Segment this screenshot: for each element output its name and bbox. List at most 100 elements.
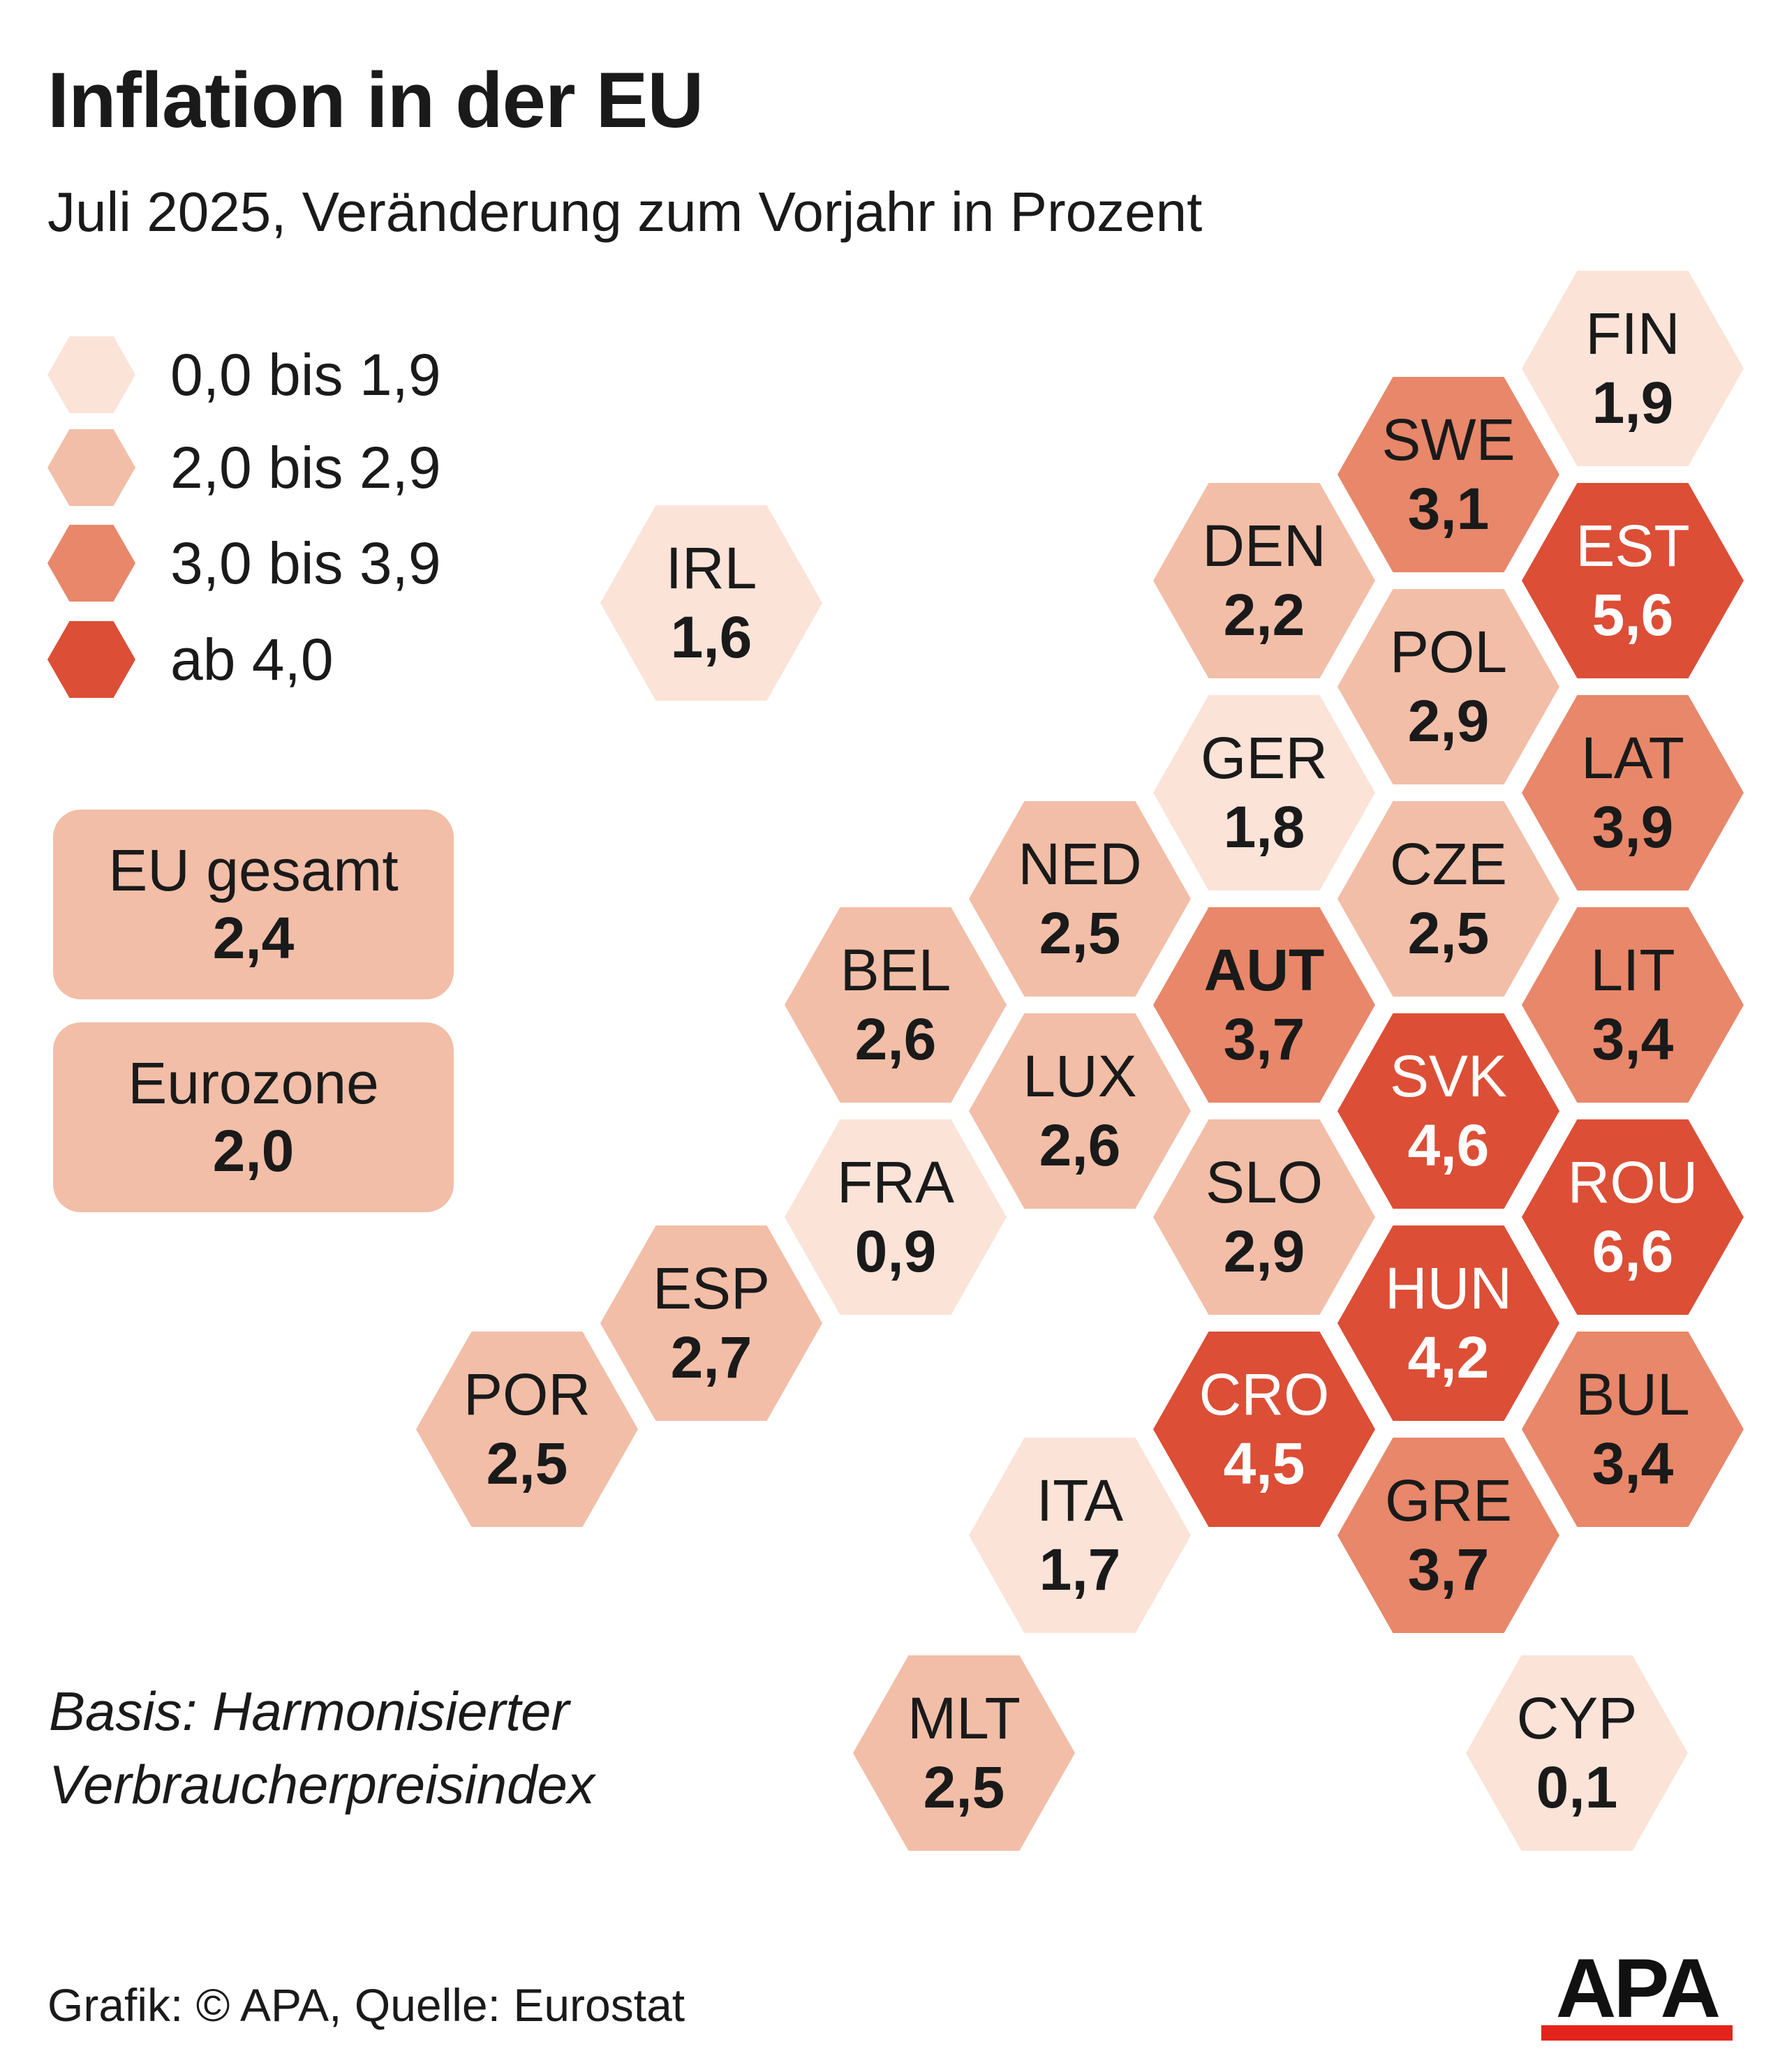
- legend-label-mid-high: 3,0 bis 3,9: [170, 530, 441, 596]
- hex-code: POL: [1389, 618, 1508, 685]
- hex-value: 3,7: [1223, 1006, 1305, 1072]
- map-title: Inflation in der EU: [47, 57, 704, 144]
- hex-fra: FRA 0,9: [785, 1119, 1007, 1315]
- hex-value: 2,9: [1223, 1218, 1305, 1284]
- hex-code: LIT: [1590, 937, 1675, 1003]
- hex-value: 2,7: [670, 1325, 752, 1390]
- hex-code: CZE: [1390, 830, 1507, 897]
- hex-lit: LIT 3,4: [1522, 907, 1744, 1103]
- hex-value: 4,5: [1223, 1431, 1305, 1496]
- hex-value: 2,2: [1223, 582, 1305, 648]
- hex-code: CYP: [1516, 1685, 1638, 1751]
- hex-code: NED: [1018, 830, 1142, 897]
- legend-label-low: 0,0 bis 1,9: [170, 342, 441, 408]
- apa-logo-text: APA: [1556, 1947, 1719, 2035]
- hex-bul: BUL 3,4: [1522, 1332, 1744, 1527]
- hex-ger: GER 1,8: [1153, 695, 1375, 890]
- hex-code: BUL: [1575, 1361, 1690, 1427]
- hex-code: SVK: [1389, 1043, 1508, 1109]
- legend-item-mid-low: 2,0 bis 2,9: [47, 429, 441, 506]
- source-credit: Grafik: © APA, Quelle: Eurostat: [47, 1979, 685, 2031]
- hex-value: 2,6: [1039, 1112, 1121, 1178]
- hex-code: ROU: [1567, 1149, 1698, 1215]
- hex-value: 1,9: [1592, 370, 1674, 435]
- hex-value: 3,7: [1407, 1537, 1490, 1602]
- hex-code: ITA: [1036, 1467, 1124, 1533]
- eu-total-label: EU gesamt: [108, 837, 399, 904]
- legend-label-mid-low: 2,0 bis 2,9: [170, 435, 441, 500]
- hex-code: ESP: [652, 1255, 771, 1321]
- legend-swatch-mid-high: [47, 525, 135, 602]
- hex-value: 2,6: [854, 1006, 937, 1072]
- hex-code: LUX: [1023, 1043, 1137, 1109]
- hex-code: MLT: [907, 1685, 1021, 1751]
- eurozone-box: Eurozone 2,0: [53, 1022, 454, 1212]
- hex-value: 4,2: [1407, 1325, 1490, 1390]
- hex-value: 2,5: [923, 1754, 1005, 1820]
- basis-note-line2: Verbraucherpreisindex: [49, 1753, 595, 1815]
- legend-swatch-high: [47, 621, 135, 698]
- hex-irl: IRL 1,6: [600, 505, 822, 701]
- hex-code: BEL: [840, 937, 951, 1003]
- eurozone-value: 2,0: [212, 1118, 295, 1184]
- hex-value: 2,5: [486, 1431, 568, 1496]
- hex-value: 3,4: [1592, 1006, 1674, 1072]
- hex-code: HUN: [1385, 1255, 1512, 1321]
- hex-code: LAT: [1581, 724, 1684, 791]
- hex-cze: CZE 2,5: [1337, 801, 1559, 997]
- apa-logo-bar: [1541, 2025, 1733, 2041]
- hex-code: EST: [1575, 512, 1690, 579]
- legend-item-mid-high: 3,0 bis 3,9: [47, 525, 441, 602]
- basis-note: Basis: Harmonisierter Verbraucherpreisin…: [49, 1675, 595, 1821]
- hex-swe: SWE 3,1: [1337, 377, 1559, 572]
- hex-code: FIN: [1585, 300, 1680, 366]
- hex-value: 6,6: [1592, 1218, 1674, 1284]
- hex-hun: HUN 4,2: [1337, 1225, 1559, 1421]
- hex-ita: ITA 1,7: [969, 1438, 1191, 1633]
- hex-aut: AUT 3,7: [1153, 907, 1375, 1103]
- eurozone-label: Eurozone: [128, 1050, 379, 1117]
- hex-value: 2,9: [1407, 688, 1490, 754]
- hex-lux: LUX 2,6: [969, 1013, 1191, 1209]
- hex-code: SWE: [1381, 406, 1515, 472]
- hex-value: 0,1: [1536, 1754, 1618, 1820]
- hex-bel: BEL 2,6: [785, 907, 1007, 1103]
- hex-den: DEN 2,2: [1153, 483, 1375, 678]
- hex-est: EST 5,6: [1522, 483, 1744, 678]
- apa-logo: APA: [1541, 1947, 1733, 2041]
- hex-mlt: MLT 2,5: [853, 1655, 1075, 1851]
- hex-value: 3,9: [1592, 794, 1674, 860]
- map-subtitle: Juli 2025, Veränderung zum Vorjahr in Pr…: [47, 181, 1203, 243]
- hex-value: 1,7: [1039, 1537, 1121, 1602]
- basis-note-line1: Basis: Harmonisierter: [49, 1680, 570, 1742]
- hex-value: 3,1: [1407, 476, 1490, 542]
- hex-value: 2,5: [1039, 900, 1121, 966]
- hex-value: 2,5: [1407, 900, 1490, 966]
- eu-total-box: EU gesamt 2,4: [53, 810, 454, 999]
- eu-total-value: 2,4: [212, 905, 295, 971]
- hex-cro: CRO 4,5: [1153, 1332, 1375, 1527]
- hex-fin: FIN 1,9: [1522, 271, 1744, 466]
- hex-ned: NED 2,5: [969, 801, 1191, 997]
- hex-slo: SLO 2,9: [1153, 1119, 1375, 1315]
- hex-code: CRO: [1199, 1361, 1330, 1427]
- hex-svk: SVK 4,6: [1337, 1013, 1559, 1209]
- hex-por: POR 2,5: [416, 1332, 638, 1527]
- hex-code: IRL: [665, 535, 757, 601]
- hex-lat: LAT 3,9: [1522, 695, 1744, 890]
- hex-code: GRE: [1384, 1467, 1513, 1533]
- hex-pol: POL 2,9: [1337, 589, 1559, 784]
- hex-value: 0,9: [854, 1218, 937, 1284]
- hex-code: GER: [1200, 724, 1328, 791]
- hex-esp: ESP 2,7: [600, 1225, 822, 1421]
- hex-value: 4,6: [1407, 1112, 1490, 1178]
- hex-code: POR: [463, 1361, 591, 1427]
- hex-gre: GRE 3,7: [1337, 1438, 1559, 1633]
- legend-swatch-low: [47, 336, 135, 413]
- hex-code: SLO: [1205, 1149, 1323, 1215]
- hex-value: 5,6: [1592, 582, 1674, 648]
- legend-item-low: 0,0 bis 1,9: [47, 336, 441, 413]
- hex-code: AUT: [1203, 937, 1325, 1003]
- hex-code: DEN: [1202, 512, 1326, 579]
- legend-label-high: ab 4,0: [170, 627, 334, 692]
